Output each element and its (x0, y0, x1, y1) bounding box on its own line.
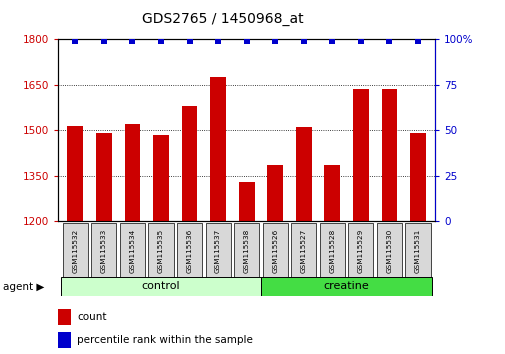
Bar (67, 126, 83, 221)
Bar (267, 165, 282, 221)
Text: count: count (77, 312, 107, 322)
Bar (205, 223, 230, 278)
Bar (352, 89, 368, 221)
Point (299, 38, 307, 44)
Bar (61, 277, 261, 296)
Point (385, 38, 393, 44)
Bar (291, 223, 316, 278)
Bar (261, 277, 431, 296)
Bar (238, 182, 254, 221)
Bar (58, 309, 71, 325)
Text: GSM115530: GSM115530 (386, 228, 392, 273)
Bar (63, 223, 88, 278)
Bar (120, 223, 145, 278)
Bar (381, 89, 396, 221)
Text: GSM115537: GSM115537 (215, 228, 221, 273)
Point (214, 38, 222, 44)
Bar (347, 223, 373, 278)
Point (128, 38, 136, 44)
Text: GSM115527: GSM115527 (300, 228, 306, 273)
Bar (148, 223, 173, 278)
Bar (96, 133, 112, 221)
Text: GSM115529: GSM115529 (357, 228, 363, 273)
Bar (295, 127, 311, 221)
Point (413, 38, 421, 44)
Bar (376, 223, 401, 278)
Text: GSM115538: GSM115538 (243, 228, 249, 273)
Point (356, 38, 364, 44)
Bar (234, 223, 259, 278)
Bar (91, 223, 116, 278)
Text: control: control (141, 281, 180, 291)
Bar (153, 135, 169, 221)
Point (99, 38, 108, 44)
Text: GDS2765 / 1450968_at: GDS2765 / 1450968_at (141, 12, 303, 27)
Point (185, 38, 193, 44)
Point (271, 38, 279, 44)
Text: agent ▶: agent ▶ (3, 282, 44, 292)
Text: percentile rank within the sample: percentile rank within the sample (77, 335, 252, 346)
Point (71, 38, 79, 44)
Text: GSM115531: GSM115531 (414, 228, 420, 273)
Bar (324, 165, 339, 221)
Text: GSM115532: GSM115532 (72, 228, 78, 273)
Bar (58, 332, 71, 348)
Bar (319, 223, 344, 278)
Text: GSM115536: GSM115536 (186, 228, 192, 273)
Bar (177, 223, 201, 278)
Text: GSM115534: GSM115534 (129, 228, 135, 273)
Text: GSM115528: GSM115528 (329, 228, 335, 273)
Bar (181, 106, 197, 221)
Bar (210, 77, 226, 221)
Point (157, 38, 165, 44)
Bar (410, 133, 425, 221)
Text: GSM115526: GSM115526 (272, 228, 278, 273)
Bar (262, 223, 287, 278)
Text: GSM115535: GSM115535 (158, 228, 164, 273)
Point (328, 38, 336, 44)
Text: GSM115533: GSM115533 (100, 228, 107, 273)
Point (242, 38, 250, 44)
Bar (124, 124, 140, 221)
Bar (405, 223, 430, 278)
Text: creatine: creatine (323, 281, 369, 291)
